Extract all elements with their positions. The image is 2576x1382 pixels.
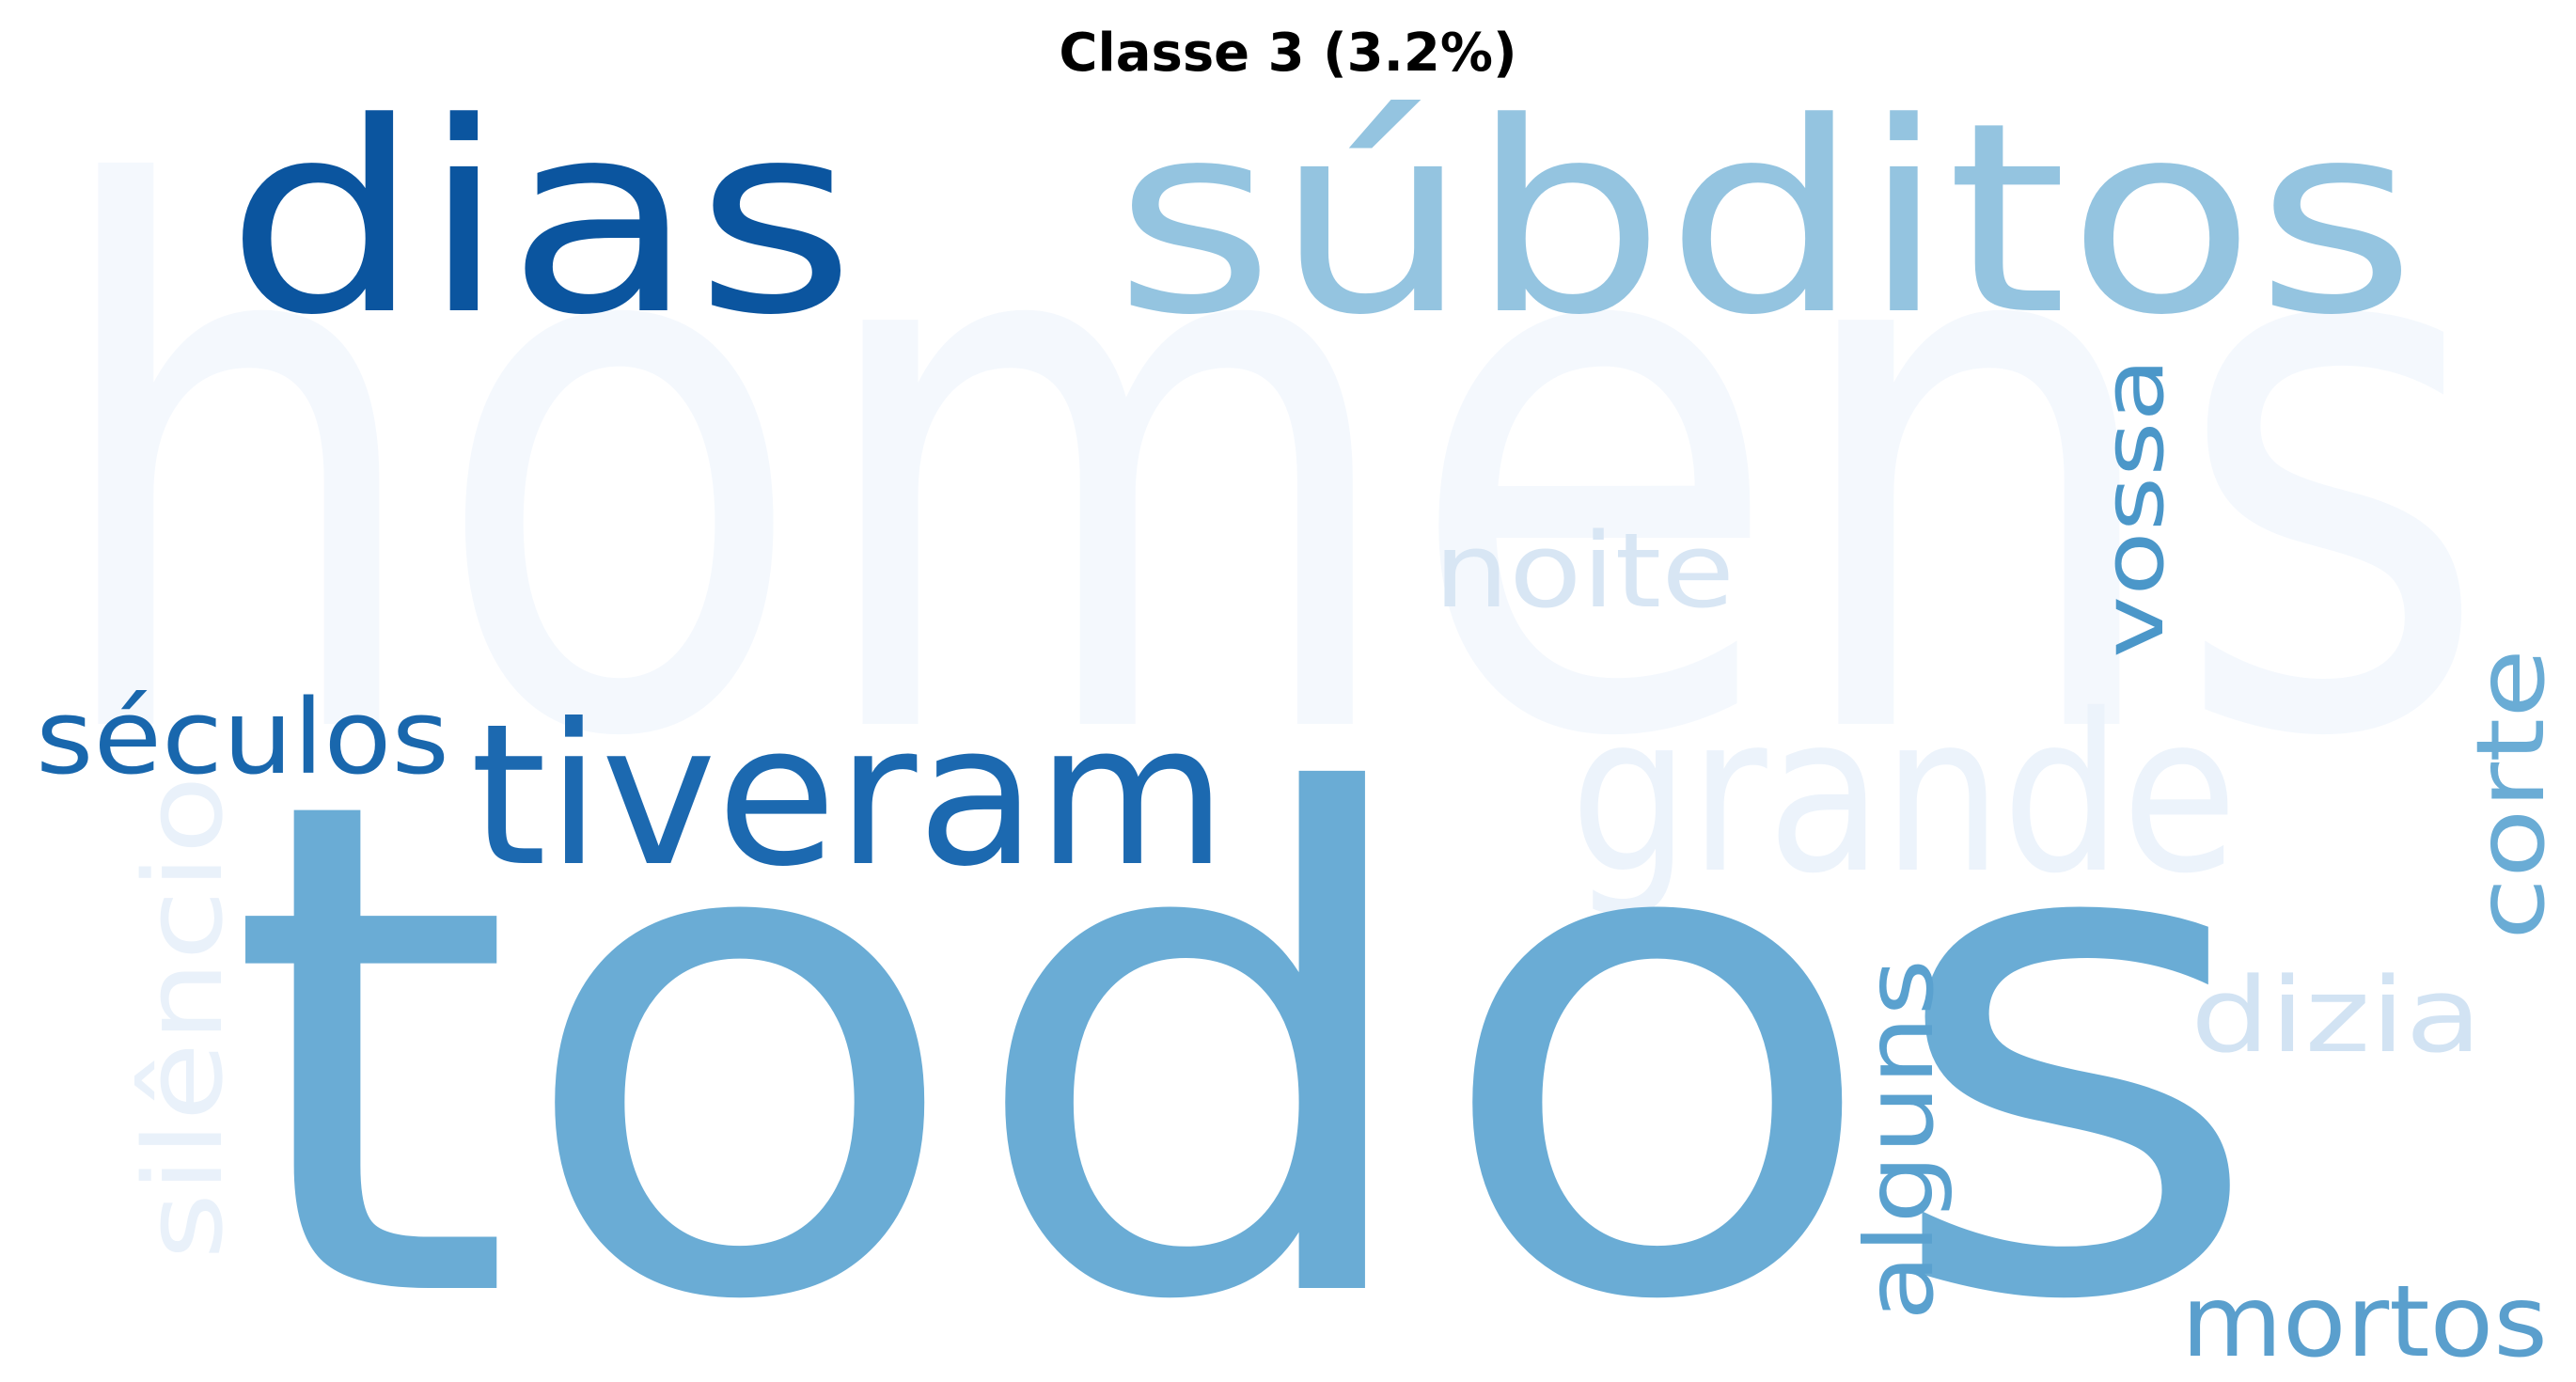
word-dizia: dizia [2191, 955, 2482, 1076]
word-noite: noite [1434, 510, 1735, 631]
word-seculos: séculos [36, 677, 449, 797]
word-homens: homens [42, 39, 2491, 899]
word-subditos: súbditos [1114, 67, 2416, 373]
word-dias: dias [226, 67, 856, 373]
word-alguns: alguns [1845, 959, 1955, 1321]
word-mortos: mortos [2181, 1264, 2548, 1379]
word-corte: corte [2456, 649, 2566, 940]
word-silencio: silêncio [121, 776, 247, 1260]
word-vossa: vossa [2084, 357, 2183, 658]
word-todos: todos [226, 656, 2266, 1382]
chart-title: Classe 3 (3.2%) [1059, 23, 1517, 84]
word-grande: grande [1570, 667, 2238, 921]
word-tiveram: tiveram [470, 683, 1227, 910]
